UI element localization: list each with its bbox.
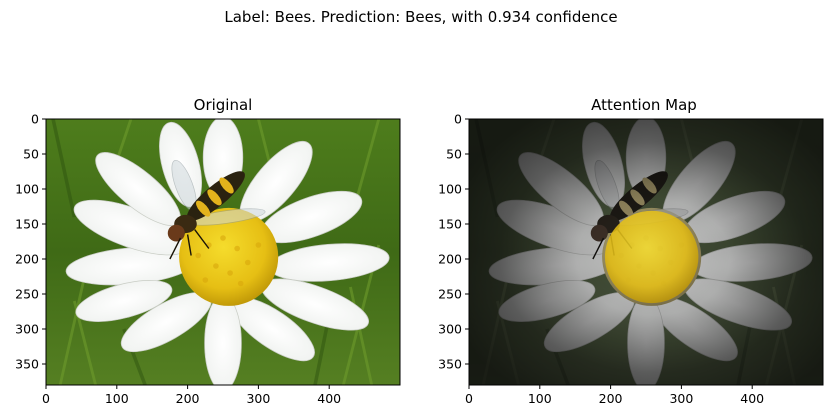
y-tick-label: 300: [15, 322, 39, 337]
panel-title: Attention Map: [591, 96, 697, 114]
y-tick-label: 50: [446, 147, 462, 162]
y-tick-label: 150: [438, 217, 462, 232]
x-tick-label: 400: [317, 391, 341, 406]
original-image: [46, 119, 400, 385]
x-tick-label: 300: [669, 391, 693, 406]
x-tick-label: 200: [599, 391, 623, 406]
y-tick-label: 0: [454, 112, 462, 127]
y-tick-label: 250: [438, 287, 462, 302]
y-tick-label: 0: [31, 112, 39, 127]
x-tick-label: 200: [176, 391, 200, 406]
y-tick-label: 100: [438, 182, 462, 197]
x-tick-label: 400: [740, 391, 764, 406]
x-tick-label: 300: [246, 391, 270, 406]
y-tick-label: 350: [438, 357, 462, 372]
axes-frame: [468, 118, 824, 386]
y-tick-label: 200: [15, 252, 39, 267]
axes-frame: [45, 118, 401, 386]
x-tick-label: 0: [42, 391, 50, 406]
y-tick-label: 200: [438, 252, 462, 267]
x-tick-label: 100: [528, 391, 552, 406]
panel-title: Original: [194, 96, 253, 114]
y-tick-label: 350: [15, 357, 39, 372]
y-tick-label: 100: [15, 182, 39, 197]
y-tick-label: 300: [438, 322, 462, 337]
x-tick-label: 0: [465, 391, 473, 406]
y-tick-label: 150: [15, 217, 39, 232]
panel-original: Original 0 100 200 300 400 0 50 100 150 200 250 300…: [15, 96, 401, 407]
figure-suptitle: Label: Bees. Prediction: Bees, with 0.93…: [224, 8, 617, 26]
y-tick-label: 50: [23, 147, 39, 162]
attention-image: [469, 119, 823, 385]
y-tick-label: 250: [15, 287, 39, 302]
panel-attention: Attention Map 0 100 200 300 400 0 50 100 150 200 2…: [438, 96, 824, 407]
x-tick-label: 100: [105, 391, 129, 406]
axis-ticks: 0 100 200 300 400 0 50 100 150 200 250 300 350: [15, 112, 341, 407]
axis-ticks: 0 100 200 300 400 0 50 100 150 200 250 300 350: [438, 112, 764, 407]
